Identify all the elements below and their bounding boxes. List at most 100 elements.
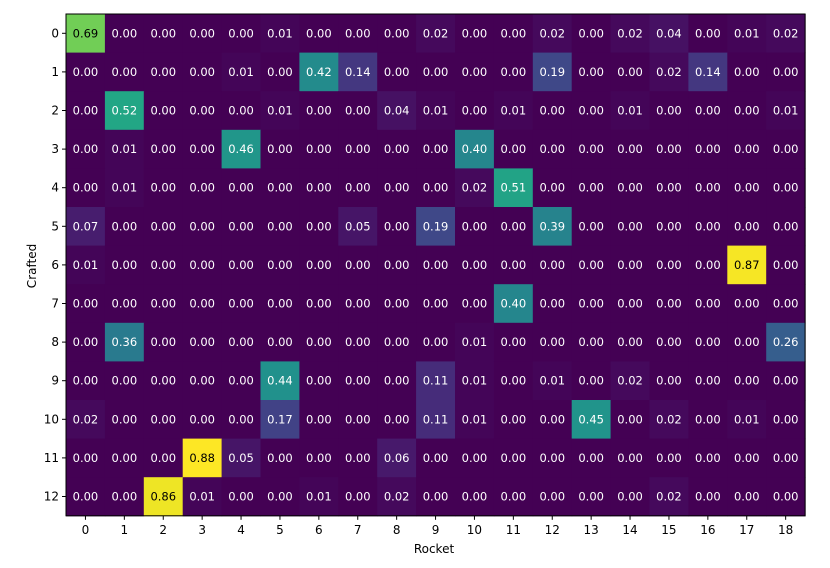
heatmap-cell-r4-c0: [66, 168, 106, 208]
cell-value-r8-c18: 0.26: [773, 335, 799, 349]
heatmap-cell-r12-c7: [338, 477, 378, 517]
heatmap-cell-r4-c13: [571, 168, 612, 208]
cell-value-r0-c11: 0.00: [501, 26, 527, 40]
heatmap-cell-r12-c0: [66, 477, 106, 517]
cell-value-r8-c4: 0.00: [228, 335, 254, 349]
cell-value-r6-c10: 0.00: [462, 258, 488, 272]
cell-value-r3-c7: 0.00: [345, 142, 371, 156]
heatmap-cell-r9-c3: [182, 361, 223, 401]
cell-value-r5-c2: 0.00: [150, 219, 176, 233]
heatmap-cell-r9-c7: [338, 361, 378, 401]
heatmap-cell-r3-c8: [377, 129, 417, 169]
x-tick-label-17: 17: [739, 523, 754, 537]
cell-value-r1-c10: 0.00: [462, 65, 488, 79]
heatmap-cell-r4-c15: [649, 168, 689, 208]
heatmap-cell-r10-c18: [766, 400, 806, 440]
heatmap-cell-r3-c16: [688, 129, 728, 169]
heatmap-cell-r11-c6: [299, 438, 339, 478]
heatmap-cell-r0-c13: [571, 14, 612, 54]
cell-value-r1-c1: 0.00: [112, 65, 138, 79]
cell-value-r12-c3: 0.01: [189, 490, 215, 504]
cell-value-r12-c6: 0.01: [306, 490, 332, 504]
cell-value-r6-c9: 0.00: [423, 258, 449, 272]
heatmap-cell-r6-c8: [377, 245, 417, 285]
heatmap-cell-r2-c0: [66, 91, 106, 131]
cell-value-r0-c18: 0.02: [773, 26, 799, 40]
cell-value-r8-c14: 0.00: [617, 335, 643, 349]
heatmap-cell-r8-c15: [649, 322, 689, 362]
cell-value-r0-c14: 0.02: [617, 26, 643, 40]
heatmap-cell-r11-c3: [182, 438, 223, 478]
cell-value-r6-c3: 0.00: [189, 258, 215, 272]
heatmap-cell-r1-c3: [182, 52, 223, 92]
heatmap-cell-r3-c13: [571, 129, 612, 169]
cell-value-r6-c13: 0.00: [578, 258, 604, 272]
cell-value-r11-c16: 0.00: [695, 451, 721, 465]
cell-value-r0-c17: 0.01: [734, 26, 760, 40]
cell-value-r3-c5: 0.00: [267, 142, 293, 156]
cell-value-r2-c14: 0.01: [617, 104, 643, 118]
cell-value-r3-c1: 0.01: [112, 142, 138, 156]
heatmap-cell-r2-c15: [649, 91, 689, 131]
heatmap-cell-r2-c5: [260, 91, 300, 131]
heatmap-cell-r9-c12: [532, 361, 573, 401]
cell-value-r0-c6: 0.00: [306, 26, 332, 40]
heatmap-cell-r11-c18: [766, 438, 806, 478]
heatmap-cell-r0-c16: [688, 14, 728, 54]
cell-value-r9-c16: 0.00: [695, 374, 721, 388]
heatmap-cell-r3-c17: [727, 129, 767, 169]
heatmap-cell-r6-c13: [571, 245, 612, 285]
heatmap-cell-r6-c3: [182, 245, 223, 285]
cell-value-r1-c8: 0.00: [384, 65, 410, 79]
heatmap-cell-r7-c3: [182, 284, 223, 324]
heatmap-cell-r4-c6: [299, 168, 339, 208]
heatmap-cell-r2-c3: [182, 91, 223, 131]
cell-value-r8-c5: 0.00: [267, 335, 293, 349]
y-tick-label-4: 4: [51, 181, 59, 195]
heatmap-cell-r7-c5: [260, 284, 300, 324]
heatmap-cell-r5-c7: [338, 207, 378, 247]
heatmap-cell-r10-c6: [299, 400, 339, 440]
cell-value-r6-c17: 0.87: [734, 258, 760, 272]
heatmap-cell-r12-c9: [416, 477, 456, 517]
heatmap-cell-r9-c18: [766, 361, 806, 401]
cell-value-r9-c13: 0.00: [578, 374, 604, 388]
heatmap-cell-r4-c5: [260, 168, 300, 208]
heatmap-cell-r0-c5: [260, 14, 300, 54]
heatmap-cell-r5-c16: [688, 207, 728, 247]
y-tick-label-5: 5: [51, 219, 59, 233]
y-tick-label-11: 11: [44, 451, 59, 465]
heatmap-cell-r6-c2: [143, 245, 184, 285]
cell-value-r7-c11: 0.40: [501, 297, 527, 311]
heatmap-cell-r1-c7: [338, 52, 378, 92]
y-tick-label-3: 3: [51, 142, 59, 156]
heatmap-cell-r8-c5: [260, 322, 300, 362]
cell-value-r5-c3: 0.00: [189, 219, 215, 233]
heatmap-cell-r6-c12: [532, 245, 573, 285]
cell-value-r3-c12: 0.00: [539, 142, 565, 156]
heatmap-cell-r11-c10: [455, 438, 495, 478]
cell-value-r8-c12: 0.00: [539, 335, 565, 349]
heatmap-cell-r3-c0: [66, 129, 106, 169]
cell-value-r0-c12: 0.02: [539, 26, 565, 40]
heatmap-cell-r12-c18: [766, 477, 806, 517]
cell-value-r1-c18: 0.00: [773, 65, 799, 79]
cell-value-r2-c0: 0.00: [73, 104, 99, 118]
heatmap-cell-r10-c16: [688, 400, 728, 440]
cell-value-r12-c13: 0.00: [578, 490, 604, 504]
heatmap-cell-r9-c17: [727, 361, 767, 401]
heatmap-cell-r6-c0: [66, 245, 106, 285]
cell-value-r8-c9: 0.00: [423, 335, 449, 349]
heatmap-cell-r0-c15: [649, 14, 689, 54]
heatmap-cell-r5-c4: [221, 207, 261, 247]
heatmap-cell-r2-c17: [727, 91, 767, 131]
heatmap-cell-r11-c0: [66, 438, 106, 478]
x-tick-label-6: 6: [315, 523, 323, 537]
cell-value-r4-c5: 0.00: [267, 181, 293, 195]
heatmap-cell-r0-c17: [727, 14, 767, 54]
cell-value-r5-c5: 0.00: [267, 219, 293, 233]
cell-value-r3-c17: 0.00: [734, 142, 760, 156]
x-tick-label-5: 5: [276, 523, 284, 537]
heatmap-cell-r4-c7: [338, 168, 378, 208]
heatmap-cell-r1-c17: [727, 52, 767, 92]
